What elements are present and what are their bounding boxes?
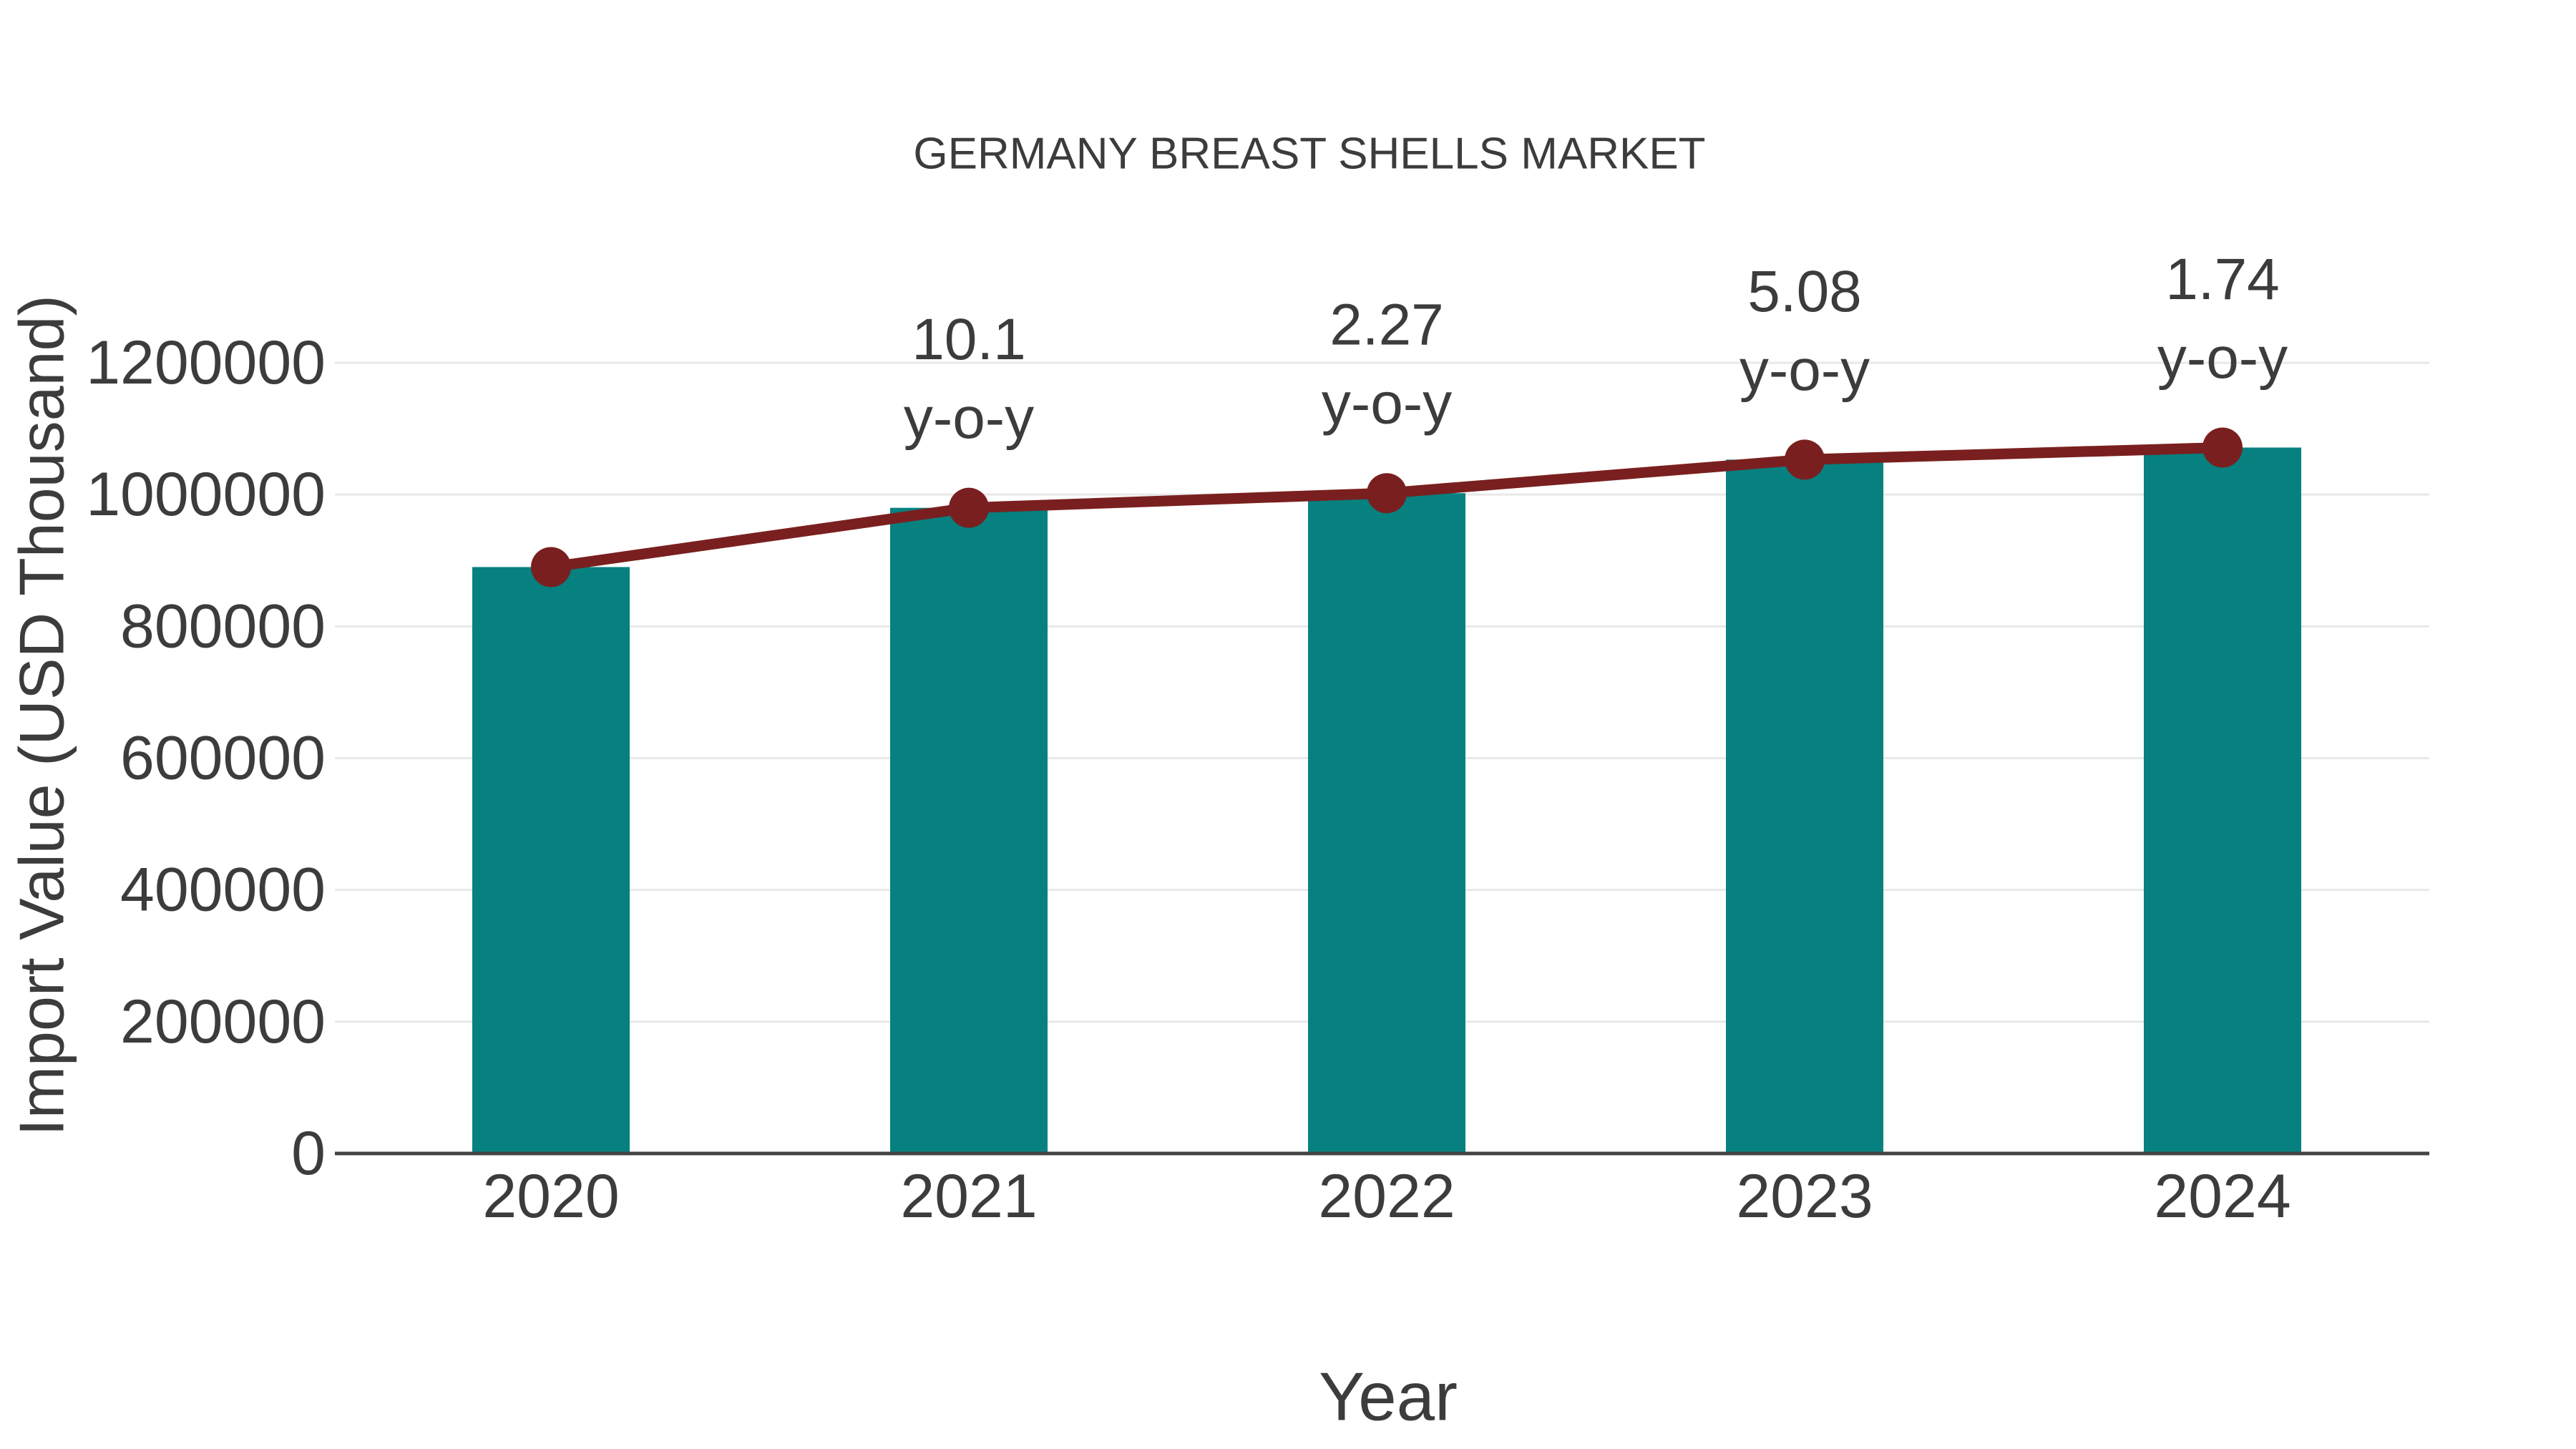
y-tick-label: 1000000 — [86, 460, 326, 529]
yoy-annotation-value-2021: 10.1 — [912, 307, 1026, 372]
trend-marker-2020 — [531, 547, 571, 587]
trend-marker-2023 — [1785, 439, 1825, 480]
y-tick-label: 0 — [291, 1119, 326, 1188]
bar-2023 — [1726, 459, 1883, 1153]
y-axis-tick-labels: 0 200000 400000 600000 800000 1000000 1200000 — [86, 328, 326, 1188]
chart-title: GERMANY BREAST SHELLS MARKET — [913, 130, 1705, 179]
yoy-annotations: 10.1 y-o-y 2.27 y-o-y 5.08 y-o-y 1.74 y-o-y — [904, 247, 2288, 451]
bar-2021 — [890, 507, 1048, 1153]
trend-marker-2022 — [1367, 473, 1407, 514]
trend-marker-2021 — [949, 487, 989, 528]
y-tick-label: 800000 — [120, 592, 326, 660]
bar-2024 — [2144, 447, 2301, 1153]
yoy-annotation-value-2024: 1.74 — [2165, 247, 2280, 312]
yoy-annotation-value-2023: 5.08 — [1747, 259, 1862, 324]
x-axis-tick-labels: 2020 2021 2022 2023 2024 — [482, 1162, 2290, 1231]
y-tick-label: 600000 — [120, 724, 326, 793]
y-tick-label: 400000 — [120, 856, 326, 924]
x-tick-label-2022: 2022 — [1318, 1162, 1455, 1231]
yoy-annotation-suffix-2024: y-o-y — [2157, 326, 2288, 391]
trend-marker-2024 — [2202, 427, 2243, 468]
yoy-annotation-suffix-2023: y-o-y — [1740, 338, 1870, 403]
y-tick-label: 200000 — [120, 987, 326, 1056]
yoy-annotation-value-2022: 2.27 — [1330, 293, 1444, 358]
x-axis-title: Year — [1319, 1359, 1458, 1435]
trend-markers — [531, 427, 2243, 587]
y-tick-label: 1200000 — [86, 328, 326, 397]
x-tick-label-2023: 2023 — [1736, 1162, 1873, 1231]
bar-2020 — [472, 567, 630, 1153]
yoy-annotation-suffix-2021: y-o-y — [904, 386, 1034, 451]
x-tick-label-2020: 2020 — [482, 1162, 619, 1231]
bar-2022 — [1308, 493, 1465, 1153]
yoy-annotation-suffix-2022: y-o-y — [1322, 371, 1452, 436]
bar-series — [472, 447, 2301, 1153]
x-tick-label-2024: 2024 — [2154, 1162, 2290, 1231]
y-axis-title: Import Value (USD Thousand) — [6, 295, 77, 1136]
x-tick-label-2021: 2021 — [900, 1162, 1037, 1231]
